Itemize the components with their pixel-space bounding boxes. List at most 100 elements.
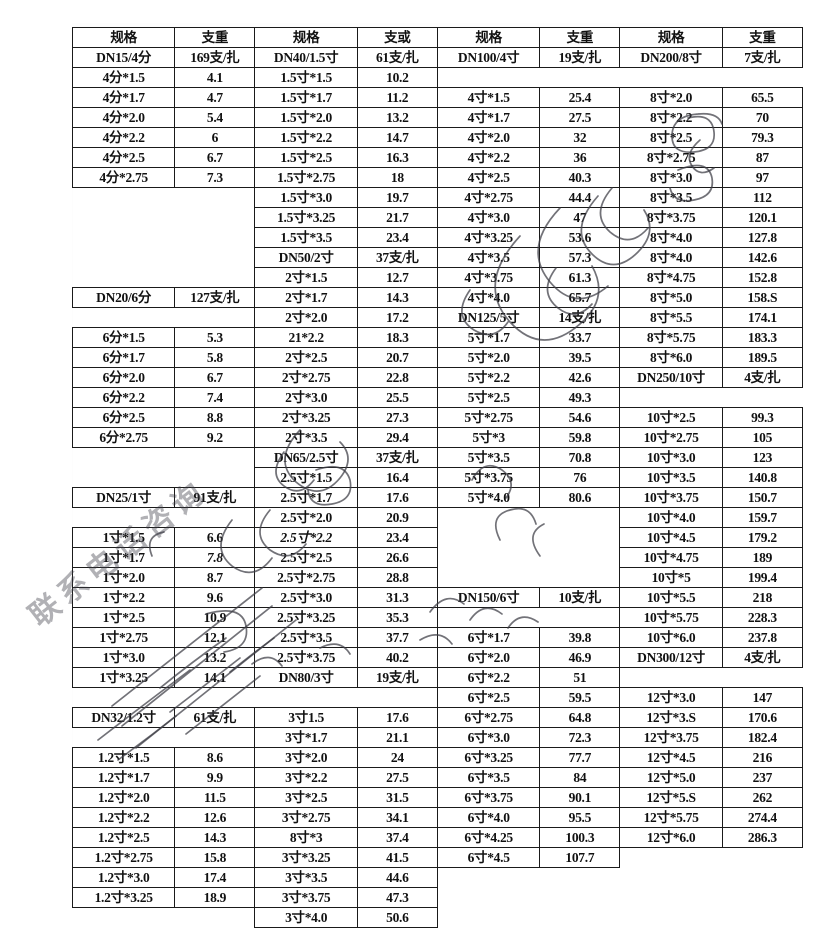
spec-cell: 12寸*5.0 [619,767,723,788]
spec-cell: 6寸*4.5 [436,847,541,868]
weight-cell: 237.8 [721,627,804,648]
spec-cell: 8寸*2.0 [619,87,723,108]
table-row: 2寸*1.5 12.7 4寸*3.75 61.3 8寸*4.75 152.8 [72,267,804,288]
weight-cell: 47.3 [356,887,438,908]
weight-cell: 9.2 [174,427,256,448]
weight-cell: 12.6 [174,807,256,828]
spec-cell: 1.5寸*2.5 [254,147,358,168]
spec-cell: 1.2寸*3.0 [71,867,176,888]
table-cell-empty [539,567,620,588]
weight-cell: 6 [174,127,256,148]
spec-cell: 10寸*6.0 [619,627,723,648]
spec-cell: 3寸*3.75 [254,887,358,908]
spec-cell: 3寸*3.5 [254,867,358,888]
weight-cell: 237 [721,767,804,788]
table-cell-empty [72,207,175,228]
weight-cell: 218 [721,587,804,608]
spec-cell: 8寸*2.5 [619,127,723,148]
spec-cell: 1.2寸*3.25 [71,887,176,908]
weight-cell: 23.4 [356,227,438,248]
weight-cell: 183.3 [721,327,804,348]
spec-cell: 12寸*3.S [619,707,723,728]
spec-weight-table: 规格 支重 规格 支或 规格 支重 规格 支重 DN15/4分 169支/扎 DN4… [71,27,804,928]
weight-cell: 216 [721,747,804,768]
spec-cell: 4分*2.75 [71,167,176,188]
group-header-weight-cell: 7支/扎 [721,47,804,68]
spec-cell: 10寸*2.75 [619,427,723,448]
table-cell-empty [722,387,803,408]
weight-cell: 147 [721,687,804,708]
table-row: DN25/1寸 91支/扎 2.5寸*1.7 17.6 5寸*4.0 80.6 10寸*3.… [71,487,804,508]
weight-cell: 120.1 [721,207,804,228]
table-cell-empty [539,67,620,88]
spec-cell: 1.2寸*2.5 [71,827,176,848]
weight-cell: 142.6 [721,247,804,268]
table-row: 1.5寸*3.25 21.7 4寸*3.0 47 8寸*3.75 120.1 [72,207,804,228]
weight-cell: 11.2 [356,87,438,108]
table-row: 6分*2.5 8.8 2寸*3.25 27.3 5寸*2.75 54.6 10寸*2.5 99… [71,407,804,428]
weight-cell: 7.3 [174,167,256,188]
weight-cell: 14.3 [356,287,438,308]
weight-cell: 70.8 [539,447,621,468]
weight-cell: 179.2 [721,527,804,548]
spec-cell: 12寸*3.0 [619,687,723,708]
weight-cell: 158.S [721,287,804,308]
spec-cell: 1寸*3.25 [71,667,176,688]
table-cell-empty [72,247,175,268]
column-header-weight-4: 支重 [721,27,804,48]
group-header-weight-cell: 37支/扎 [356,447,438,468]
weight-cell: 17.6 [356,707,438,728]
group-header-weight-cell: 4支/扎 [721,367,804,388]
weight-cell: 46.9 [539,647,621,668]
weight-cell: 20.7 [356,347,438,368]
table-row: 4分*2.2 6 1.5寸*2.2 14.7 4寸*2.0 32 8寸*2.5 79.3 [71,127,804,148]
table-cell-empty [72,447,175,468]
weight-cell: 107.7 [539,847,621,868]
table-row: 1寸*1.7 7.8 2.5寸*2.5 26.6 10寸*4.75 189 [71,547,804,568]
table-cell-empty [174,907,255,928]
table-cell-empty [722,667,803,688]
weight-cell: 37.7 [356,627,438,648]
table-row: 1.5寸*3.0 19.7 4寸*2.75 44.4 8寸*3.5 112 [72,187,804,208]
spec-cell: 1.5寸*2.75 [254,167,358,188]
weight-cell: 274.4 [721,807,804,828]
spec-cell: 1寸*1.5 [71,527,176,548]
table-cell-empty [437,607,540,628]
weight-cell: 36 [539,147,621,168]
spec-cell: 4寸*2.0 [436,127,541,148]
weight-cell: 44.4 [539,187,621,208]
weight-cell: 189.5 [721,347,804,368]
table-cell-empty [357,687,438,708]
table-row: DN20/6分 127支/扎 2寸*1.7 14.3 4寸*4.0 65.7 8寸*5.0 1… [71,287,804,308]
spec-cell: 8寸*5.5 [619,307,723,328]
weight-cell: 44.6 [356,867,438,888]
table-cell-empty [539,527,620,548]
weight-cell: 12.1 [174,627,256,648]
spec-cell: 2寸*2.0 [254,307,358,328]
group-header-spec-cell: DN100/4寸 [436,47,541,68]
table-row: 1.2寸*3.0 17.4 3寸*3.5 44.6 [71,867,803,888]
group-header-spec-cell: DN20/6分 [71,287,176,308]
column-header-spec-2: 规格 [254,27,358,48]
spec-cell: 2寸*3.0 [254,387,358,408]
weight-cell: 29.4 [356,427,438,448]
weight-cell: 4.1 [174,67,256,88]
spec-cell: 6寸*3.75 [436,787,541,808]
spec-cell: 2.5寸*1.7 [254,487,358,508]
weight-cell: 97 [721,167,804,188]
spec-cell: 6分*2.2 [71,387,176,408]
weight-cell: 18.9 [174,887,256,908]
table-cell-empty [174,267,255,288]
column-header-spec-3: 规格 [436,27,541,48]
group-header-weight-cell: 10支/扎 [539,587,621,608]
table-cell-empty [174,507,255,528]
weight-cell: 21.1 [356,727,438,748]
weight-cell: 23.4 [356,527,438,548]
spec-cell: 4寸*1.7 [436,107,541,128]
weight-cell: 17.4 [174,867,256,888]
table-row: 1.2寸*2.2 12.6 3寸*2.75 34.1 6寸*4.0 95.5 12寸*5.7… [71,807,804,828]
table-cell-empty [174,207,255,228]
spec-cell: 8寸*6.0 [619,347,723,368]
table-cell-empty [437,527,540,548]
table-row: 4分*2.0 5.4 1.5寸*2.0 13.2 4寸*1.7 27.5 8寸*2.2 70 [71,107,804,128]
